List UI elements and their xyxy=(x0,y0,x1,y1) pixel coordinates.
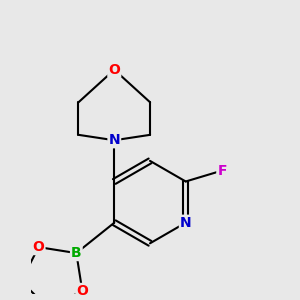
Text: O: O xyxy=(76,284,88,298)
Text: O: O xyxy=(108,63,120,77)
Text: N: N xyxy=(180,216,191,230)
Text: B: B xyxy=(71,246,82,260)
Text: O: O xyxy=(33,240,44,254)
Text: N: N xyxy=(109,133,120,147)
Text: F: F xyxy=(217,164,227,178)
